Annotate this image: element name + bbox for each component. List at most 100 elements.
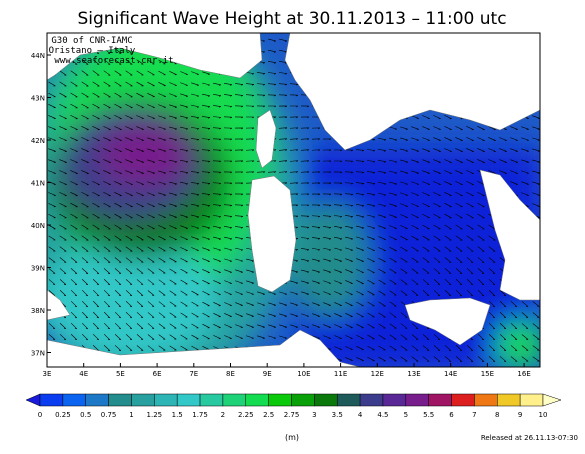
arrow [70, 170, 78, 175]
arrow [234, 171, 244, 174]
arrow [290, 302, 298, 306]
arrow [191, 301, 199, 307]
arrow [323, 237, 332, 240]
arrow [422, 345, 430, 351]
arrow [92, 170, 100, 175]
arrow [158, 345, 166, 351]
arrow [180, 160, 189, 163]
arrow [70, 159, 78, 164]
arrow [444, 235, 452, 241]
arrow [235, 237, 244, 240]
arrow [92, 103, 100, 109]
arrow [147, 203, 155, 208]
arrow [378, 203, 386, 207]
arrow [268, 335, 276, 339]
arrow [224, 236, 233, 240]
arrow [322, 182, 332, 185]
arrow [411, 345, 419, 351]
arrow [322, 193, 332, 196]
arrow [521, 312, 529, 318]
arrow [92, 311, 100, 319]
arrow [311, 127, 321, 130]
arrow [411, 323, 419, 329]
arrow [455, 224, 463, 230]
arrow [92, 289, 100, 297]
arrow [422, 268, 430, 274]
arrow [48, 148, 56, 152]
arrow [213, 335, 221, 340]
arrow [103, 59, 111, 65]
arrow [433, 235, 441, 241]
arrow [136, 235, 144, 241]
arrow [169, 334, 177, 340]
arrow [344, 182, 354, 185]
arrow [136, 334, 144, 340]
arrow [323, 247, 331, 251]
arrow [81, 257, 89, 263]
arrow [355, 182, 365, 185]
arrow [400, 290, 408, 296]
arrow [70, 181, 78, 186]
arrow [103, 268, 111, 274]
arrow [488, 356, 496, 362]
arrow [278, 94, 288, 97]
arrow [521, 159, 529, 163]
arrow [235, 335, 243, 339]
arrow [81, 202, 89, 208]
arrow [366, 171, 376, 174]
arrow [411, 170, 419, 174]
arrow [278, 83, 288, 86]
arrow [59, 181, 67, 186]
arrow [212, 149, 222, 152]
arrow [59, 148, 67, 153]
colorbar-cell [405, 393, 429, 407]
arrow [213, 302, 221, 307]
arrow [455, 279, 463, 286]
arrow [59, 126, 67, 131]
arrow [268, 291, 276, 295]
arrow [136, 181, 144, 185]
arrow [235, 247, 243, 251]
arrow [191, 290, 199, 296]
arrow [400, 170, 408, 174]
colorbar-label: 3.5 [332, 411, 343, 419]
arrow [136, 345, 144, 351]
arrow [92, 70, 100, 76]
arrow [169, 301, 177, 307]
arrow [389, 236, 397, 241]
arrow [59, 224, 67, 230]
arrow [103, 81, 111, 87]
arrow [147, 279, 155, 285]
arrow [356, 269, 364, 274]
arrow [191, 323, 199, 329]
arrow [367, 225, 375, 229]
arrow [125, 103, 133, 109]
arrow [289, 116, 299, 119]
arrow [311, 193, 321, 196]
arrow [169, 290, 177, 296]
arrow [223, 105, 233, 108]
arrow [202, 312, 210, 318]
arrow [234, 193, 244, 196]
arrow [257, 291, 265, 295]
arrow [444, 170, 452, 175]
arrow [444, 192, 452, 197]
colorbar-label: 5.5 [423, 411, 434, 419]
arrow [257, 335, 265, 339]
arrow [92, 300, 100, 308]
land [47, 33, 540, 367]
lon-label: 14E [444, 370, 457, 378]
arrow [532, 192, 540, 196]
arrow [169, 246, 177, 252]
arrow [345, 302, 353, 307]
arrow [158, 268, 166, 274]
arrow [389, 268, 397, 274]
arrow [355, 193, 365, 196]
arrow [246, 324, 254, 328]
arrow [323, 335, 331, 339]
arrow [92, 92, 100, 98]
arrow [477, 289, 485, 297]
colorbar-cell [291, 393, 315, 407]
arrow [367, 247, 375, 252]
arrow [223, 182, 233, 185]
